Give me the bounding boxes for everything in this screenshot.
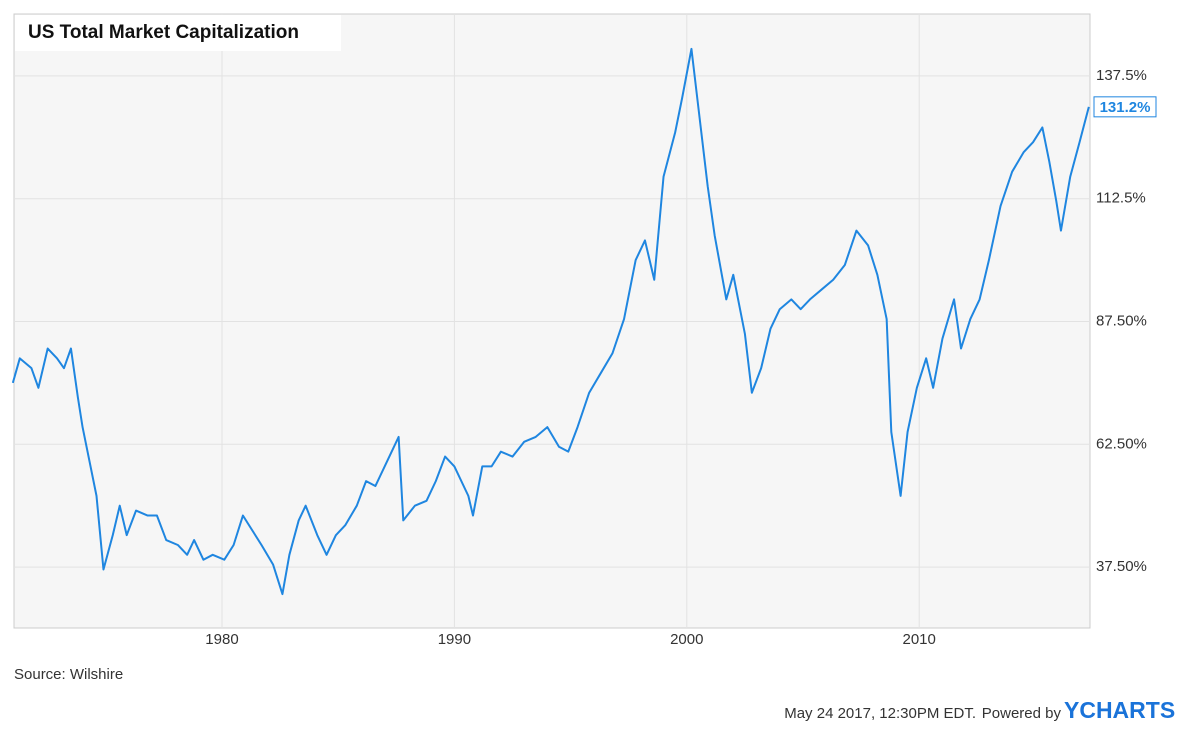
x-tick-label: 2010 (903, 631, 936, 648)
grid (14, 14, 1090, 628)
x-tick-label: 1980 (205, 631, 238, 648)
value-label: 131.2% (1100, 99, 1151, 116)
value-label-box (1093, 96, 1157, 118)
source: Source: Wilshire (14, 666, 123, 683)
y-tick-label: 87.50% (1096, 312, 1147, 329)
x-tick-label: 2000 (670, 631, 703, 648)
title-box (15, 15, 341, 51)
timestamp: May 24 2017, 12:30PM EDT. (784, 705, 976, 722)
y-tick-label: 62.50% (1096, 435, 1147, 452)
y-tick-label: 37.50% (1096, 558, 1147, 575)
y-tick-label: 137.5% (1096, 67, 1147, 84)
x-tick-label: 1990 (438, 631, 471, 648)
y-tick-label: 112.5% (1096, 190, 1146, 207)
line (11, 47, 1090, 596)
powered-by: Powered by (982, 705, 1062, 722)
brand: YCHARTS (1064, 697, 1175, 723)
chart-title: US Total Market Capitalization (28, 22, 299, 43)
marks (11, 47, 1090, 596)
